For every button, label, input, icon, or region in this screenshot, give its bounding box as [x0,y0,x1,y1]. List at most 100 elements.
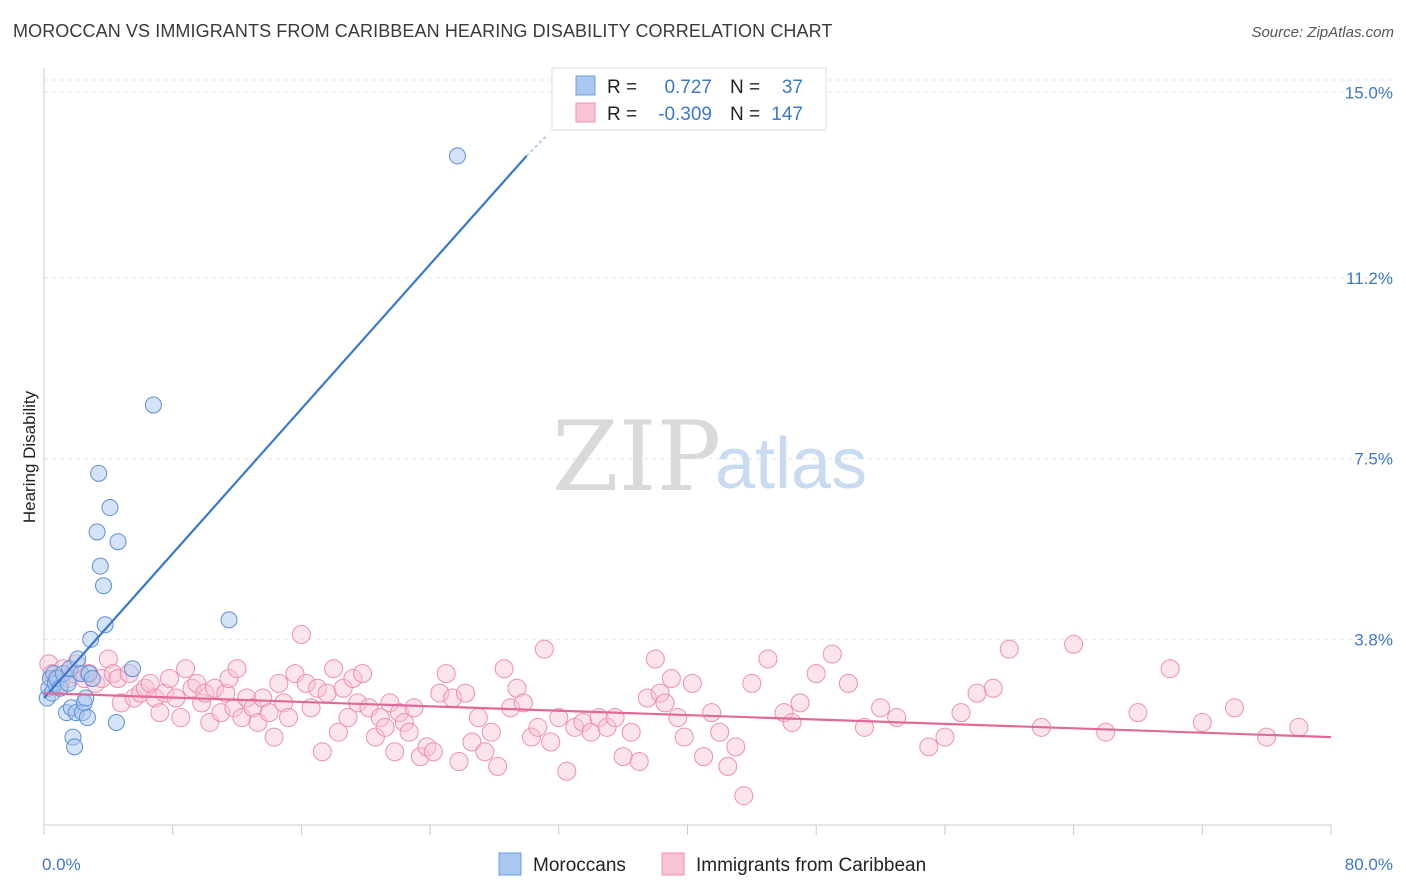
point-caribbean-108 [655,693,675,713]
correlation-legend: R = 0.727 N = 37 R = -0.309 N = 147 [551,67,827,131]
point-moroccans-29 [96,616,114,634]
point-caribbean-114 [702,703,722,723]
point-moroccans-23 [82,630,100,648]
point-caribbean-93 [541,732,561,752]
legend-r-label: R = [607,104,637,125]
point-caribbean-115 [710,722,730,742]
point-caribbean-139 [1128,703,1148,723]
point-caribbean-119 [742,673,762,693]
point-caribbean-128 [871,698,891,718]
point-caribbean-36 [219,668,239,688]
y-tick-label-0: 3.8% [1354,630,1393,649]
y-tick-labels: 3.8% 7.5% 11.2% 15.0% [1345,83,1393,649]
point-caribbean-74 [417,737,437,757]
point-moroccans-26 [90,464,108,482]
point-caribbean-58 [333,678,353,698]
legend-swatch-moroccans [575,75,596,96]
point-caribbean-35 [216,683,236,703]
point-caribbean-81 [462,732,482,752]
point-caribbean-67 [380,693,400,713]
legend-r-value-moroccans: 0.727 [664,77,712,98]
series-legend: Moroccans Immigrants from Caribbean [498,852,926,876]
chart-source: Source: ZipAtlas.com [1251,24,1394,41]
point-caribbean-24 [159,668,179,688]
point-caribbean-64 [365,727,385,747]
point-caribbean-34 [211,703,231,723]
point-caribbean-84 [481,722,501,742]
point-caribbean-89 [513,693,533,713]
point-caribbean-131 [935,727,955,747]
x-tick-label-min: 0.0% [42,855,81,874]
legend-n-label: N = [730,104,760,125]
point-caribbean-80 [455,683,475,703]
point-caribbean-123 [790,693,810,713]
point-caribbean-45 [264,727,284,747]
y-axis-label: Hearing Disability [20,390,39,523]
legend-r-value-caribbean: -0.309 [658,104,712,125]
point-caribbean-104 [629,752,649,772]
point-caribbean-83 [475,742,495,762]
y-tick-label-3: 15.0% [1345,83,1393,102]
point-caribbean-46 [269,673,289,693]
point-caribbean-71 [399,722,419,742]
gridlines [44,79,1392,640]
legend-r-label: R = [607,77,637,98]
legend-n-value-moroccans: 37 [782,77,803,98]
point-caribbean-127 [854,717,874,737]
point-caribbean-91 [528,717,548,737]
bottom-legend-label-caribbean: Immigrants from Caribbean [696,855,926,876]
point-caribbean-144 [1289,717,1309,737]
x-tick-label-max: 80.0% [1345,855,1393,874]
point-caribbean-102 [613,747,633,767]
point-moroccans-20 [77,689,95,707]
point-caribbean-111 [674,727,694,747]
point-caribbean-94 [549,708,569,728]
legend-n-label: N = [730,77,760,98]
point-caribbean-68 [385,742,405,762]
point-caribbean-106 [645,649,665,669]
point-caribbean-56 [324,659,344,679]
point-caribbean-101 [605,708,625,728]
point-moroccans-32 [109,533,127,551]
chart-title: MOROCCAN VS IMMIGRANTS FROM CARIBBEAN HE… [13,21,833,41]
trend-line-moroccans [43,155,528,699]
legend-swatch-caribbean [575,102,596,123]
watermark: ZIP atlas [552,401,867,513]
point-caribbean-75 [423,742,443,762]
point-caribbean-135 [999,639,1019,659]
point-caribbean-57 [328,722,348,742]
point-moroccans-33 [123,660,141,678]
point-caribbean-138 [1096,722,1116,742]
point-caribbean-92 [534,639,554,659]
point-caribbean-26 [171,708,191,728]
point-moroccans-34 [144,396,162,414]
point-caribbean-79 [449,752,469,772]
point-caribbean-137 [1064,634,1084,654]
point-moroccans-36 [448,147,466,165]
point-caribbean-22 [150,703,170,723]
trend-lines [43,135,1332,739]
point-caribbean-112 [682,673,702,693]
y-tick-label-2: 11.2% [1346,269,1393,288]
bottom-legend-swatch-caribbean [661,852,685,876]
point-caribbean-134 [983,678,1003,698]
point-caribbean-73 [410,747,430,767]
trend-line-caribbean [43,692,1332,739]
point-moroccans-31 [107,713,125,731]
point-caribbean-14 [108,668,128,688]
point-caribbean-69 [390,703,410,723]
point-caribbean-33 [205,678,225,698]
point-caribbean-125 [822,644,842,664]
point-caribbean-55 [317,683,337,703]
point-moroccans-25 [88,523,106,541]
point-caribbean-48 [279,708,299,728]
point-moroccans-28 [95,577,113,595]
point-caribbean-95 [557,761,577,781]
point-moroccans-35 [220,611,238,629]
point-caribbean-77 [436,664,456,684]
bottom-legend-label-moroccans: Moroccans [533,855,626,876]
point-caribbean-122 [782,712,802,732]
point-caribbean-47 [274,693,294,713]
point-caribbean-140 [1160,659,1180,679]
point-caribbean-76 [430,683,450,703]
